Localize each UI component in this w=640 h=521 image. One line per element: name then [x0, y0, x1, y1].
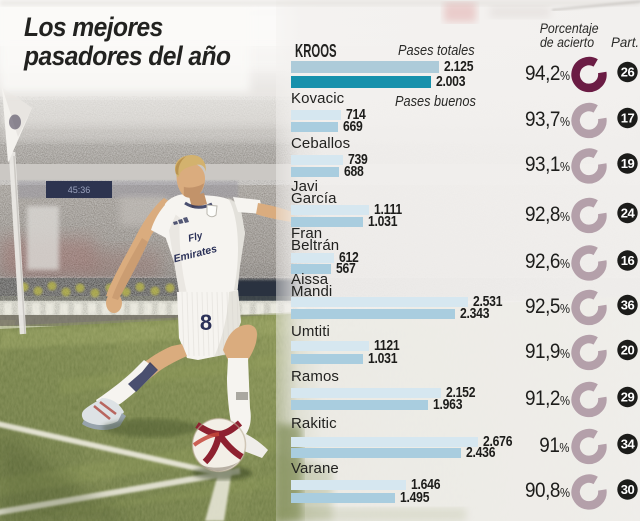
svg-text:17: 17 — [621, 111, 635, 126]
svg-text:24: 24 — [621, 206, 636, 221]
svg-text:20: 20 — [621, 343, 635, 358]
svg-text:16: 16 — [621, 253, 635, 268]
svg-text:29: 29 — [621, 390, 635, 405]
svg-text:8: 8 — [200, 310, 212, 335]
svg-text:19: 19 — [621, 156, 635, 171]
svg-text:26: 26 — [621, 65, 635, 80]
svg-text:30: 30 — [621, 482, 635, 497]
svg-text:Fly: Fly — [187, 230, 204, 244]
svg-text:34: 34 — [621, 437, 636, 452]
svg-text:36: 36 — [621, 298, 635, 313]
svg-text:45:36: 45:36 — [68, 185, 91, 195]
